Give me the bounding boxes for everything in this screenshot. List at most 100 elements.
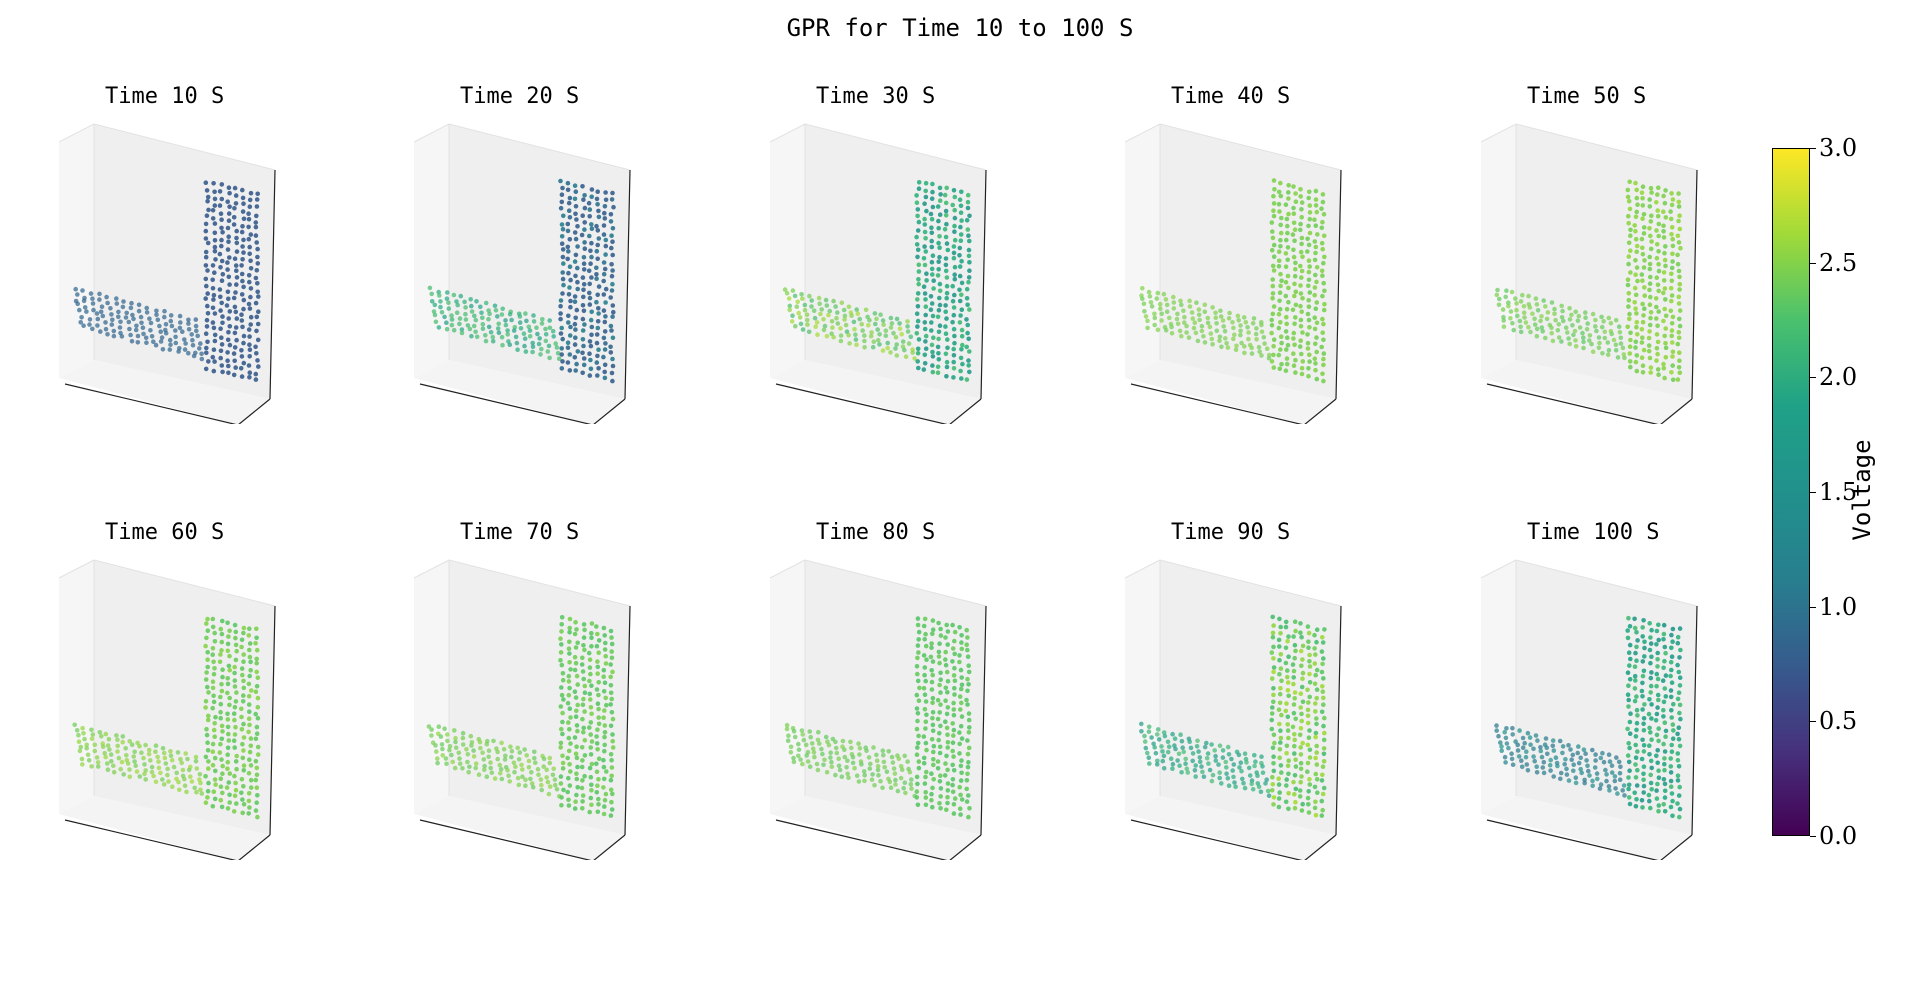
data-point xyxy=(582,193,587,198)
data-point xyxy=(536,341,542,347)
data-point xyxy=(84,742,89,748)
data-point xyxy=(923,790,928,795)
data-point xyxy=(840,738,846,744)
data-point xyxy=(1640,805,1645,810)
colorbar-tick-label: 3.0 xyxy=(1819,134,1858,162)
data-point xyxy=(1322,254,1327,260)
data-point xyxy=(916,180,922,185)
data-point xyxy=(959,347,964,352)
data-point xyxy=(247,654,253,660)
data-point xyxy=(119,759,125,765)
pane-floor xyxy=(1125,360,1336,424)
data-point xyxy=(554,786,560,792)
pane-floor xyxy=(59,360,270,424)
data-point xyxy=(1196,749,1201,754)
data-point xyxy=(921,623,927,629)
data-point xyxy=(1613,348,1619,353)
data-point xyxy=(589,275,594,280)
data-point xyxy=(219,631,225,637)
axis-line xyxy=(1660,398,1693,424)
data-point xyxy=(218,652,223,657)
data-point xyxy=(943,208,949,214)
data-point xyxy=(1578,755,1583,761)
scatter-points xyxy=(72,616,261,820)
data-point xyxy=(543,332,549,337)
data-point xyxy=(482,767,487,773)
data-point xyxy=(1515,748,1521,753)
data-point xyxy=(135,340,141,345)
data-point xyxy=(951,700,956,706)
axis-line xyxy=(980,169,987,400)
data-point xyxy=(210,741,216,747)
data-point xyxy=(916,650,921,655)
data-point xyxy=(231,711,237,716)
data-point xyxy=(1662,333,1667,339)
data-point xyxy=(595,373,600,378)
data-point xyxy=(1307,728,1312,733)
data-point xyxy=(256,364,261,369)
data-point xyxy=(444,326,450,332)
data-point xyxy=(1555,763,1560,769)
data-point xyxy=(1269,330,1274,336)
scatter-points xyxy=(1494,179,1683,383)
data-point xyxy=(951,375,956,380)
data-point xyxy=(567,195,573,201)
data-point xyxy=(1514,301,1519,306)
data-point xyxy=(567,685,572,691)
data-point xyxy=(139,320,144,326)
data-point xyxy=(1671,701,1676,707)
data-point xyxy=(1298,648,1304,654)
data-point xyxy=(204,635,209,641)
data-point xyxy=(1655,676,1661,682)
data-point xyxy=(957,320,963,325)
data-point xyxy=(1654,788,1659,793)
data-point xyxy=(893,346,898,351)
data-point xyxy=(915,781,920,787)
data-point xyxy=(588,705,594,710)
data-point xyxy=(158,329,163,334)
data-point xyxy=(1293,191,1298,196)
pane-back xyxy=(1516,124,1697,399)
data-point xyxy=(850,760,856,766)
data-point xyxy=(254,731,260,736)
data-point xyxy=(1627,359,1633,364)
data-point xyxy=(1298,227,1303,233)
data-point xyxy=(922,361,928,366)
data-point xyxy=(595,242,600,248)
data-point xyxy=(915,740,921,746)
data-point xyxy=(88,291,94,296)
data-point xyxy=(595,631,600,637)
data-point xyxy=(914,726,920,732)
data-point xyxy=(241,306,246,312)
data-point xyxy=(1640,184,1646,189)
pane-left xyxy=(1481,560,1516,814)
data-point xyxy=(136,308,142,314)
data-point xyxy=(1149,735,1154,740)
data-point xyxy=(210,616,216,622)
data-point xyxy=(1641,716,1647,721)
data-point xyxy=(1300,359,1306,364)
data-point xyxy=(935,716,941,722)
data-point xyxy=(1291,184,1296,189)
data-point xyxy=(1662,375,1667,381)
data-point xyxy=(603,252,608,257)
data-point xyxy=(1285,763,1291,769)
data-point xyxy=(211,727,217,733)
data-point xyxy=(1626,297,1632,303)
data-point xyxy=(608,662,613,667)
data-point xyxy=(254,314,260,320)
data-point xyxy=(502,757,508,762)
data-point xyxy=(80,762,85,767)
data-point xyxy=(1640,196,1645,201)
data-point xyxy=(915,228,921,233)
data-point xyxy=(966,253,972,259)
data-point xyxy=(843,322,849,328)
data-point xyxy=(1640,319,1646,325)
data-point xyxy=(1576,744,1581,749)
data-point xyxy=(1244,760,1249,765)
data-point xyxy=(160,746,166,751)
colorbar xyxy=(1772,148,1810,836)
data-point xyxy=(247,673,252,679)
data-point xyxy=(580,793,586,798)
data-point xyxy=(872,783,877,788)
